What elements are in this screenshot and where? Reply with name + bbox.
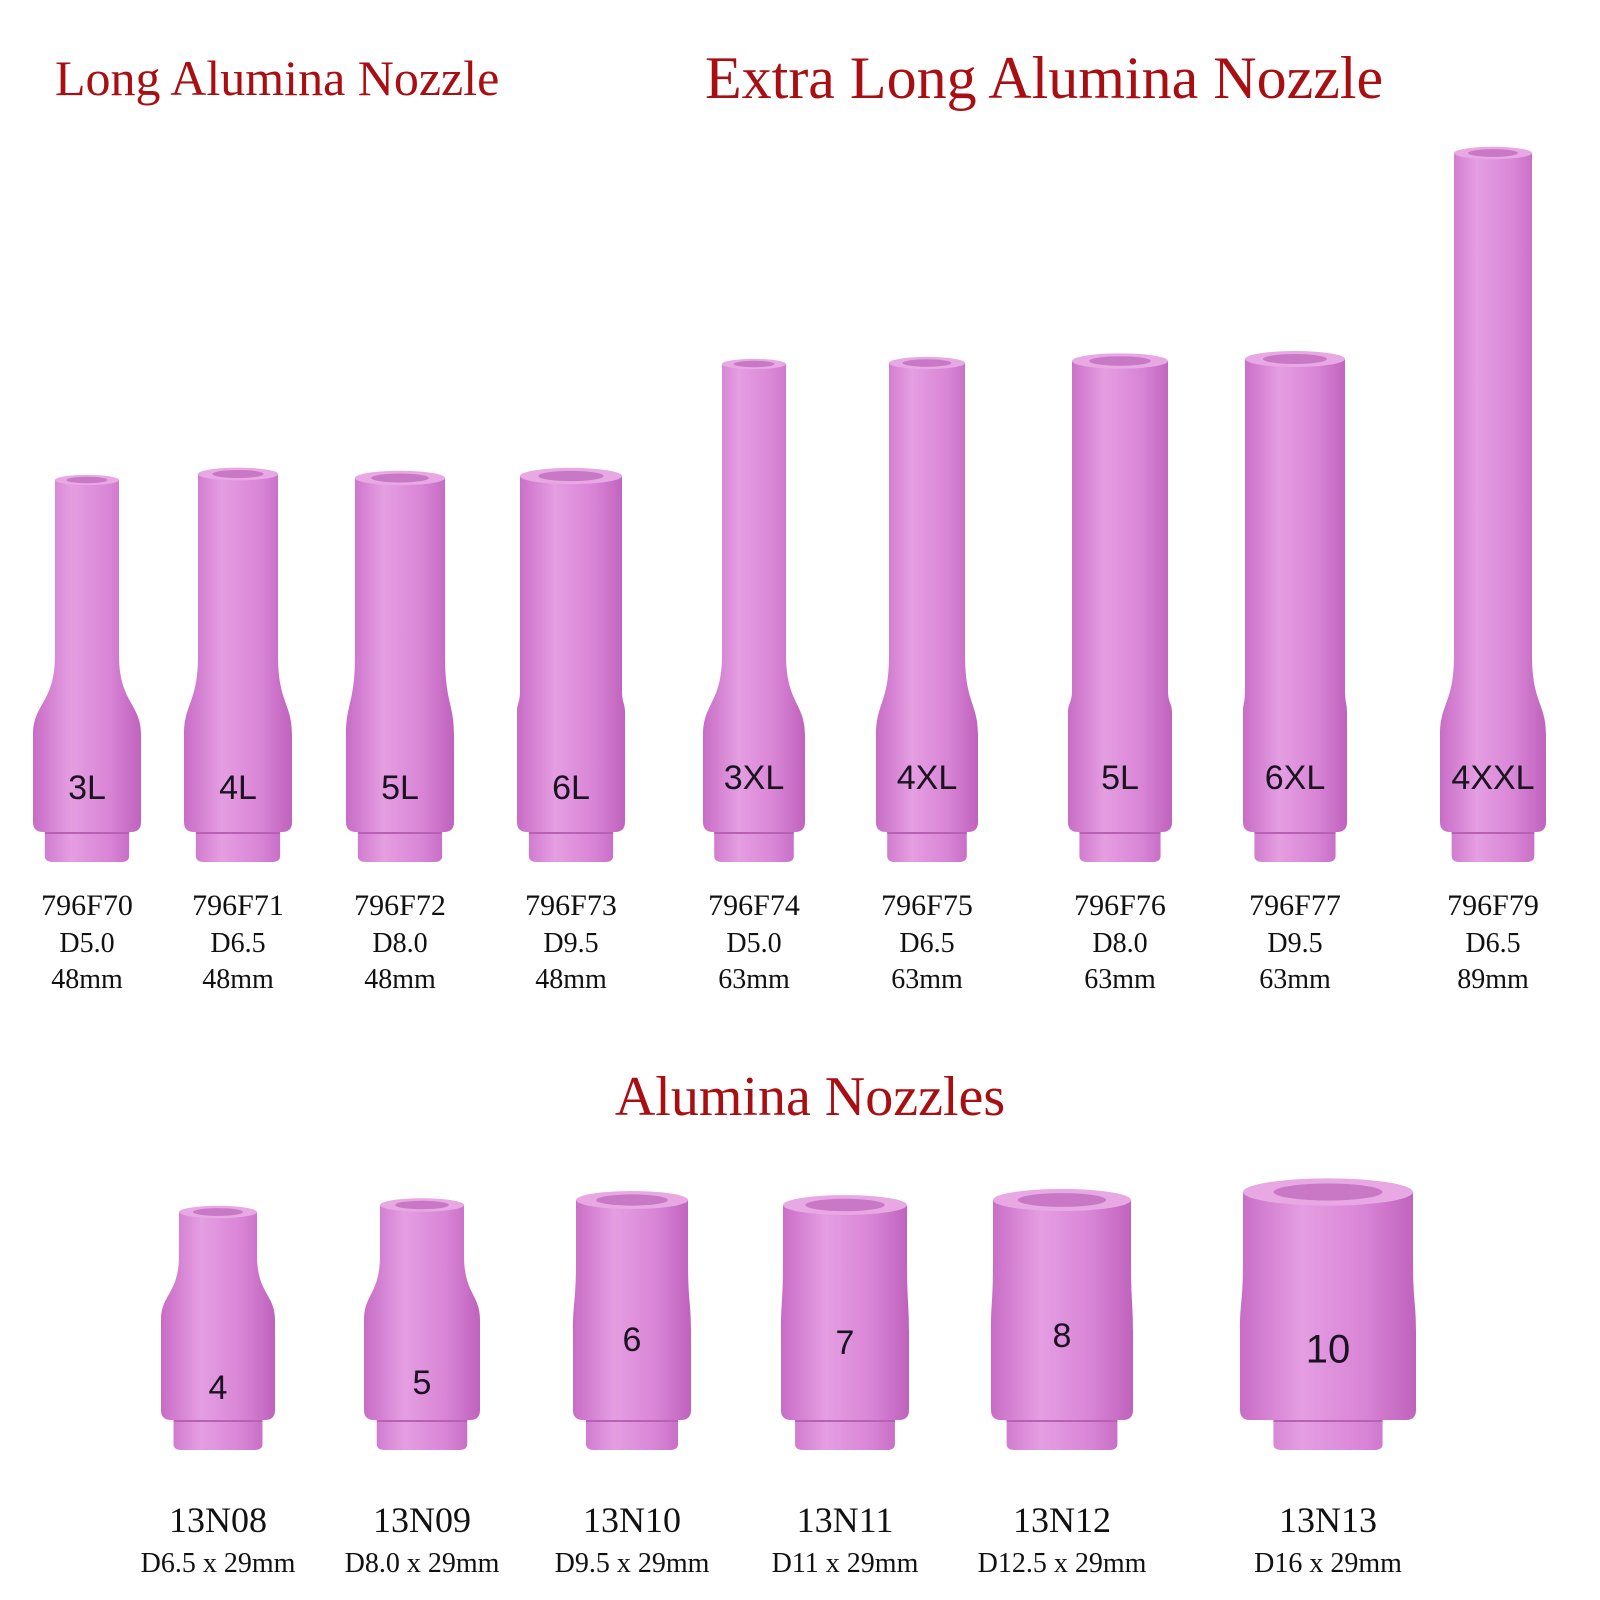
nozzle-mark: 6L [552,769,590,807]
length: 63mm [718,964,790,995]
heading: Alumina Nozzles [615,1066,1005,1128]
diameter: D9.5 [1267,928,1322,959]
nozzle [346,478,454,862]
length: 63mm [1259,964,1331,995]
nozzle [573,1200,691,1450]
part-number: 13N09 [373,1500,471,1540]
part-number: 796F73 [525,889,617,922]
nozzle [876,363,978,862]
part-number: 796F76 [1074,889,1166,922]
nozzle-mark: 4L [219,769,257,807]
part-number: 13N11 [797,1500,894,1540]
nozzle-bore [1468,149,1518,157]
part-number: 796F77 [1249,889,1341,922]
diameter: D6.5 [210,928,265,959]
part-number: 13N13 [1279,1500,1377,1540]
spec: D12.5 x 29mm [978,1548,1147,1579]
part-number: 13N08 [169,1500,267,1540]
diameter: D6.5 [899,928,954,959]
nozzle [364,1205,480,1450]
nozzle-mark: 7 [836,1324,855,1362]
diameter: D8.0 [1092,928,1147,959]
nozzle [781,1205,909,1450]
length: 63mm [1084,964,1156,995]
nozzle-bore [1089,356,1151,366]
diameter: D5.0 [59,928,114,959]
nozzle-mark: 5 [413,1364,432,1402]
nozzle-bore [805,1198,885,1212]
nozzle-bore [212,470,264,478]
spec: D11 x 29mm [772,1548,919,1579]
part-number: 13N12 [1013,1500,1111,1540]
nozzle [1440,153,1546,862]
part-number: 796F71 [192,889,284,922]
nozzle-mark: 6XL [1265,759,1326,797]
heading: Extra Long Alumina Nozzle [705,45,1383,111]
part-number: 13N10 [583,1500,681,1540]
nozzle-mark: 5L [381,769,419,807]
nozzle [517,476,625,862]
nozzle-bore [1017,1193,1107,1207]
nozzle-mark: 6 [623,1321,642,1359]
part-number: 796F79 [1447,889,1539,922]
nozzle-bore [1263,354,1327,364]
spec: D9.5 x 29mm [555,1548,710,1579]
nozzle-mark: 3XL [724,759,785,797]
diameter: D5.0 [726,928,781,959]
nozzle-mark: 3L [68,769,106,807]
nozzle [991,1200,1133,1450]
nozzle [184,474,292,862]
length: 48mm [364,964,436,995]
heading: Long Alumina Nozzle [55,50,499,106]
nozzle [33,480,141,862]
nozzle-bore [371,473,429,483]
nozzle-mark: 4XL [897,759,958,797]
nozzle [1243,359,1347,862]
nozzle-mark: 10 [1306,1328,1351,1372]
nozzle-bore [733,360,775,368]
length: 89mm [1457,964,1529,995]
spec: D8.0 x 29mm [345,1548,500,1579]
part-number: 796F72 [354,889,446,922]
nozzle [1240,1192,1416,1450]
diameter: D6.5 [1465,928,1520,959]
length: 63mm [891,964,963,995]
spec: D6.5 x 29mm [141,1548,296,1579]
nozzle [1068,361,1172,862]
length: 48mm [535,964,607,995]
nozzle-bore [66,476,108,484]
nozzle-bore [596,1194,668,1206]
nozzle-mark: 5L [1101,759,1139,797]
spec: D16 x 29mm [1254,1548,1402,1579]
nozzle-bore [1273,1183,1383,1201]
part-number: 796F74 [708,889,800,922]
nozzle-bore [902,359,952,367]
nozzle-mark: 4XXL [1451,759,1534,797]
nozzle-bore [538,470,604,482]
length: 48mm [202,964,274,995]
nozzle [161,1212,275,1450]
part-number: 796F75 [881,889,973,922]
nozzle-bore [395,1200,449,1210]
length: 48mm [51,964,123,995]
nozzle-bore [193,1208,243,1216]
diameter: D8.0 [372,928,427,959]
part-number: 796F70 [41,889,133,922]
diameter: D9.5 [543,928,598,959]
nozzle-mark: 8 [1053,1317,1072,1355]
nozzle-mark: 4 [209,1369,228,1407]
nozzle [703,364,805,862]
